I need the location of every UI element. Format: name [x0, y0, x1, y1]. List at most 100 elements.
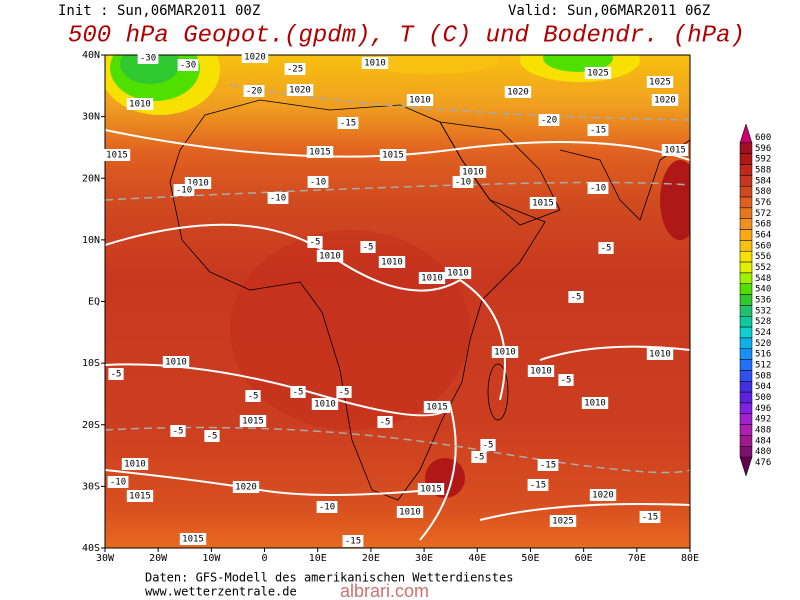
temperature-label-box: [377, 416, 393, 428]
colorbar-cell: [739, 326, 753, 339]
colorbar-cell: [739, 316, 753, 328]
pressure-label: 1010: [399, 508, 421, 518]
temperature-label: -5: [248, 392, 259, 402]
temperature-label-box: [471, 451, 487, 463]
pressure-label-box: [379, 149, 407, 161]
pressure-label-box: [241, 51, 269, 63]
pressure-label-box: [239, 415, 267, 427]
lat-label: 10S: [82, 358, 100, 369]
temperature-label: -25: [287, 65, 303, 75]
temperature-label: -30: [180, 61, 196, 71]
colorbar-cell: [739, 337, 753, 350]
lon-label: 40E: [468, 553, 486, 564]
temperature-label-box: [245, 390, 261, 402]
colorbar-cell: [739, 348, 753, 360]
pressure-label-box: [406, 94, 434, 106]
colorbar-label: 516: [755, 350, 771, 360]
pressure-label: 1015: [532, 199, 554, 209]
valid-time: Valid: Sun,06MAR2011 06Z: [508, 3, 710, 19]
temperature-label: -20: [246, 87, 262, 97]
colorbar-cell: [739, 456, 753, 477]
colorbar-label: 596: [755, 144, 771, 154]
temperature-label: -15: [540, 461, 556, 471]
colorbar-cell: [739, 381, 753, 393]
lon-label: 50E: [521, 553, 539, 564]
pressure-label: 1010: [165, 358, 187, 368]
temperature-label-box: [558, 374, 574, 386]
temperature-label-box: [108, 368, 124, 380]
colorbar-label: 492: [755, 415, 771, 425]
pressure-label: 1015: [664, 146, 686, 156]
temperature-label-box: [538, 114, 560, 126]
watermark: albrari.com: [340, 581, 429, 600]
pressure-label-box: [126, 98, 154, 110]
pressure-label-box: [529, 197, 557, 209]
pressure-label-box: [423, 401, 451, 413]
pressure-label-box: [549, 515, 577, 527]
pressure-label-box: [459, 166, 487, 178]
colorbar-cell: [739, 272, 753, 284]
pressure-label-box: [491, 346, 519, 358]
temperature-label: -30: [140, 54, 156, 64]
colorbar-label: 536: [755, 296, 771, 306]
pressure-label: 1015: [309, 148, 331, 158]
temperature-label-box: [177, 59, 199, 71]
colorbar-label: 580: [755, 187, 771, 197]
pressure-label-box: [286, 84, 314, 96]
colorbar-cell: [739, 207, 753, 219]
temperature-label-box: [337, 117, 359, 129]
temperature-label: -10: [455, 178, 471, 188]
colorbar-label: 540: [755, 285, 771, 295]
lon-label: 70E: [628, 553, 646, 564]
colorbar-cell: [739, 402, 753, 415]
temperature-label: -5: [561, 376, 572, 386]
temperature-label: -15: [340, 119, 356, 129]
pressure-label-box: [581, 397, 609, 409]
colorbar-cell: [739, 283, 753, 295]
lon-label: 30E: [415, 553, 433, 564]
colorbar-label: 480: [755, 447, 771, 457]
pressure-label-box: [316, 250, 344, 262]
data-source: Daten: GFS-Modell des amerikanischen Wet…: [145, 571, 513, 585]
temperature-label-box: [527, 479, 549, 491]
lat-label: 30S: [82, 481, 100, 492]
colorbar-cell: [739, 359, 753, 371]
temperature-label: -10: [176, 186, 192, 196]
pressure-label: 1025: [552, 517, 574, 527]
lon-label: 10E: [309, 553, 327, 564]
temperature-label-box: [284, 63, 306, 75]
colorbar-cell: [739, 294, 753, 306]
pressure-label: 1020: [592, 491, 614, 501]
lon-label: 80E: [681, 553, 699, 564]
temperature-label-box: [639, 511, 661, 523]
temperature-label-box: [307, 236, 323, 248]
pressure-label-box: [361, 57, 389, 69]
pressure-label-box: [444, 267, 472, 279]
colorbar-label: 548: [755, 274, 771, 284]
pressure-label: 1010: [381, 258, 403, 268]
map-field: [105, 55, 690, 548]
colorbar-label: 512: [755, 361, 771, 371]
colorbar-cell: [739, 218, 753, 230]
colorbar-cell: [739, 175, 753, 187]
colorbar-label: 496: [755, 404, 771, 414]
temperature-label: -5: [483, 441, 494, 451]
colorbar-cell: [739, 261, 753, 274]
pressure-label-box: [378, 256, 406, 268]
pressure-label-box: [103, 149, 131, 161]
lon-label: 20E: [362, 553, 380, 564]
pressure-label-box: [396, 506, 424, 518]
pressure-label-box: [417, 483, 445, 495]
colorbar-label: 584: [755, 176, 771, 186]
temperature-label-box: [107, 476, 129, 488]
pressure-label: 1010: [364, 59, 386, 69]
temperature-label-box: [587, 124, 609, 136]
pressure-label: 1010: [494, 348, 516, 358]
lat-label: 30N: [82, 112, 100, 123]
pressure-label: 1010: [462, 168, 484, 178]
pressure-label-box: [504, 86, 532, 98]
pressure-label-box: [661, 144, 689, 156]
pressure-label: 1010: [129, 100, 151, 110]
temperature-label-box: [537, 459, 559, 471]
